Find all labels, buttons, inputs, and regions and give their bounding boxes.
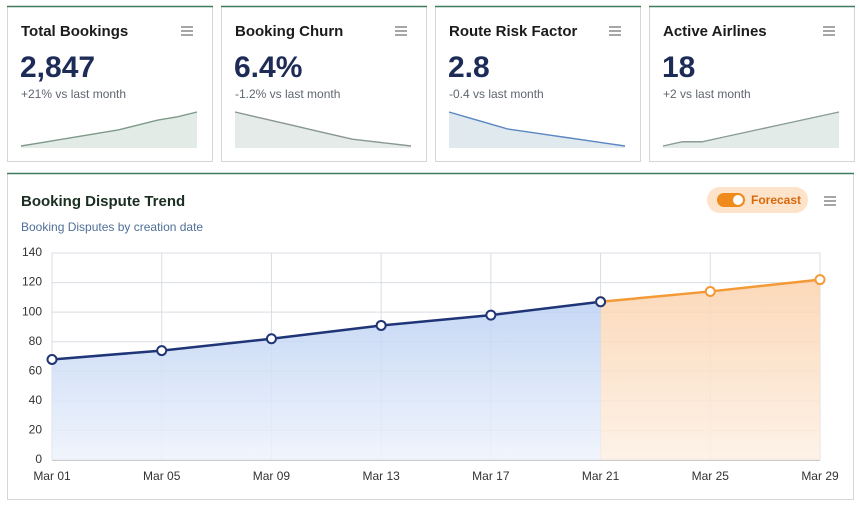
x-tick-label: Mar 29	[801, 469, 839, 483]
y-tick-label: 140	[22, 245, 42, 259]
sparkline	[234, 111, 412, 147]
kpi-title: Total Bookings	[21, 23, 128, 40]
series-area	[600, 279, 820, 460]
y-tick-label: 20	[29, 423, 43, 437]
x-tick-label: Mar 01	[33, 469, 71, 483]
kpi-title: Booking Churn	[235, 23, 343, 40]
kpi-title: Route Risk Factor	[449, 23, 578, 40]
data-point	[46, 353, 58, 365]
kpi-change: -1.2% vs last month	[235, 87, 340, 101]
x-tick-label: Mar 09	[253, 469, 291, 483]
data-point	[595, 296, 607, 308]
kpi-value: 2,847	[20, 51, 95, 84]
kpi-value: 2.8	[448, 51, 490, 84]
data-point	[375, 319, 387, 331]
toggle-knob	[733, 195, 743, 205]
sparkline-area	[663, 112, 839, 148]
y-tick-label: 120	[22, 275, 42, 289]
data-point	[704, 285, 716, 297]
chart-subtitle: Booking Disputes by creation date	[21, 220, 203, 234]
series-line	[51, 300, 601, 361]
data-point	[485, 309, 497, 321]
x-tick-label: Mar 21	[582, 469, 620, 483]
y-tick-label: 80	[29, 334, 43, 348]
data-point	[156, 345, 168, 357]
data-point	[814, 274, 826, 286]
kpi-value: 18	[662, 51, 695, 84]
kpi-change: -0.4 vs last month	[449, 87, 544, 101]
y-tick-label: 40	[29, 393, 43, 407]
kpi-change: +2 vs last month	[663, 87, 751, 101]
x-tick-label: Mar 13	[362, 469, 400, 483]
sparkline	[20, 111, 198, 147]
x-tick-label: Mar 17	[472, 469, 510, 483]
kpi-change: +21% vs last month	[21, 87, 126, 101]
toggle-label: Forecast	[751, 193, 801, 207]
y-tick-label: 0	[35, 452, 42, 466]
data-point	[265, 333, 277, 345]
x-tick-label: Mar 05	[143, 469, 181, 483]
chart-title: Booking Dispute Trend	[21, 193, 185, 210]
sparkline-area	[235, 112, 411, 148]
series-area	[52, 301, 601, 460]
y-tick-label: 100	[22, 304, 42, 318]
y-tick-label: 60	[29, 363, 43, 377]
sparkline	[662, 111, 840, 147]
x-tick-label: Mar 25	[692, 469, 730, 483]
kpi-title: Active Airlines	[663, 23, 767, 40]
sparkline-area	[449, 112, 625, 148]
sparkline	[448, 111, 626, 147]
kpi-value: 6.4%	[234, 51, 302, 84]
